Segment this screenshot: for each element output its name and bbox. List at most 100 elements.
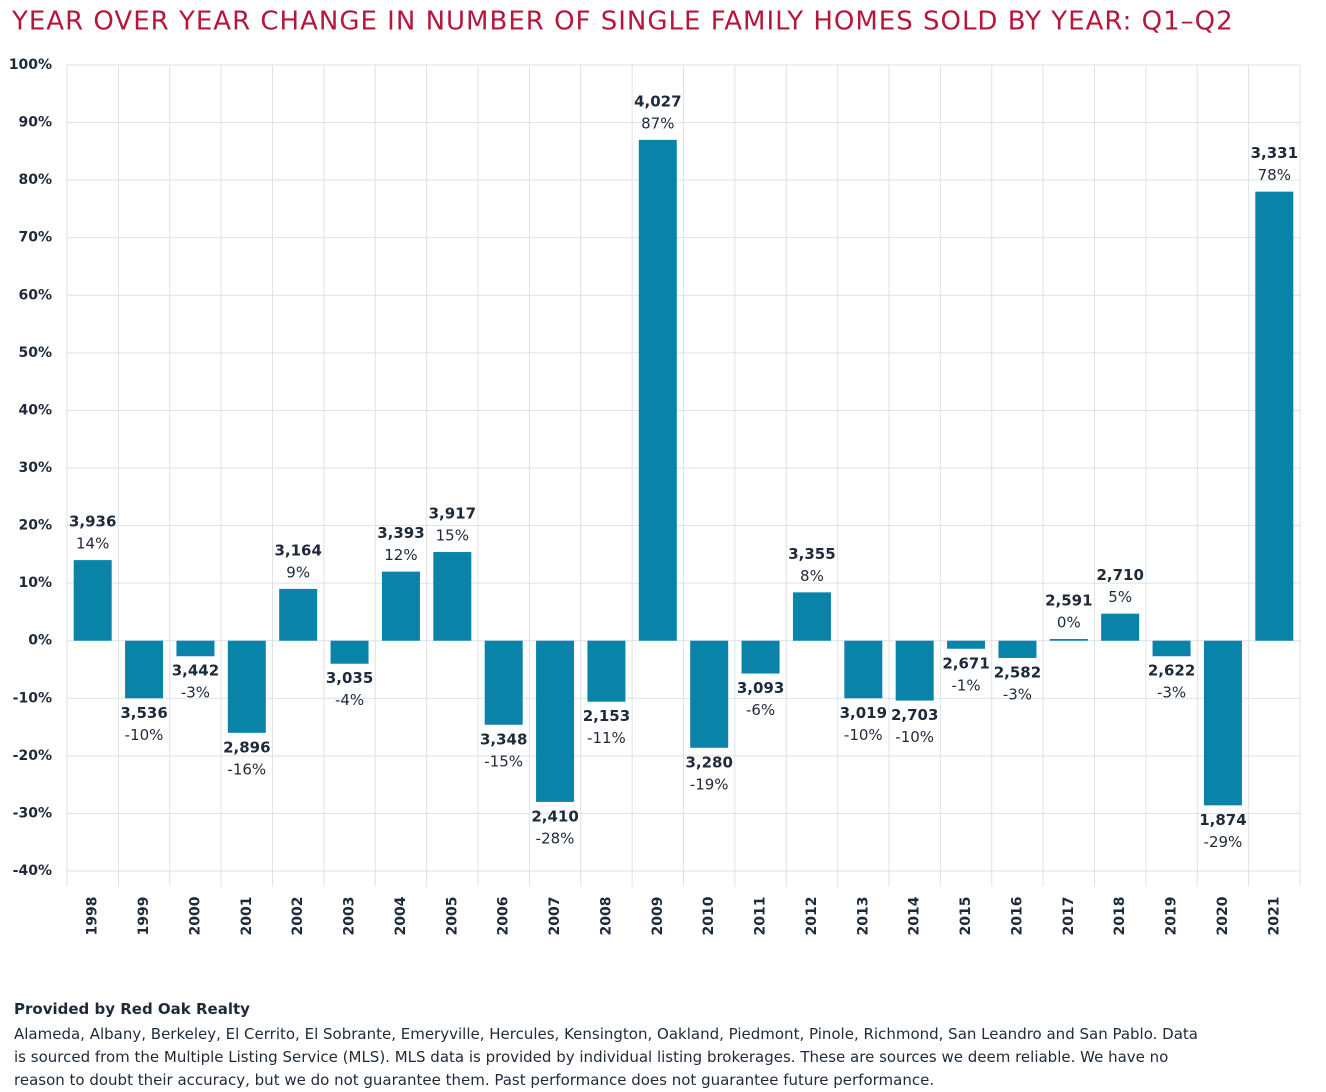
bar [947, 640, 986, 649]
count-label: 2,896 [223, 738, 270, 756]
x-tick-label: 2004 [393, 896, 409, 935]
value-label: -29% [1204, 833, 1243, 851]
count-label: 3,917 [429, 505, 476, 523]
value-label: -4% [335, 691, 364, 709]
count-label: 2,703 [891, 706, 938, 724]
value-label: -19% [690, 775, 729, 793]
count-label: 3,393 [377, 524, 424, 542]
bar [536, 640, 575, 802]
x-tick-label: 2021 [1266, 897, 1282, 936]
value-label: -16% [227, 760, 266, 778]
y-tick-label: 20% [18, 518, 52, 534]
bar [690, 640, 729, 748]
value-label: -1% [951, 676, 980, 694]
x-tick-label: 1998 [85, 897, 101, 936]
y-tick-label: -30% [13, 805, 52, 821]
bar [998, 640, 1037, 658]
y-tick-label: 70% [18, 230, 52, 246]
value-label: -3% [1003, 685, 1032, 703]
count-label: 2,622 [1148, 662, 1195, 680]
value-label: -10% [844, 726, 883, 744]
value-label: 87% [641, 114, 674, 132]
count-label: 2,153 [583, 707, 630, 725]
y-tick-label: 90% [18, 115, 52, 131]
count-label: 2,710 [1096, 566, 1143, 584]
y-tick-label: 30% [18, 460, 52, 476]
x-tick-label: 2017 [1061, 897, 1077, 936]
value-label: 8% [800, 567, 824, 585]
count-label: 3,536 [120, 704, 167, 722]
x-tick-label: 2006 [496, 897, 512, 936]
value-label: 12% [384, 546, 417, 564]
value-label: 9% [286, 563, 310, 581]
bar [1255, 191, 1294, 641]
x-tick-label: 2020 [1215, 896, 1231, 935]
bar [125, 640, 164, 699]
x-tick-label: 2001 [239, 897, 255, 936]
bar [1101, 613, 1140, 641]
bar [638, 139, 677, 641]
count-label: 2,671 [942, 654, 989, 672]
x-tick-label: 2005 [444, 897, 460, 936]
value-label: 15% [436, 527, 469, 545]
y-tick-label: 10% [18, 575, 52, 591]
count-label: 1,874 [1199, 811, 1246, 829]
count-label: 3,164 [274, 541, 321, 559]
count-label: 3,280 [685, 753, 732, 771]
y-tick-label: -40% [13, 863, 52, 879]
value-label: -3% [1157, 684, 1186, 702]
y-tick-label: 100% [9, 57, 52, 73]
value-label: 5% [1108, 588, 1132, 606]
count-label: 3,019 [840, 704, 887, 722]
x-tick-label: 2007 [547, 897, 563, 936]
count-label: 4,027 [634, 92, 681, 110]
y-tick-label: 40% [18, 402, 52, 418]
x-tick-label: 1999 [136, 897, 152, 936]
count-label: 3,348 [480, 730, 527, 748]
y-tick-label: -20% [13, 748, 52, 764]
y-tick-label: 0% [28, 633, 52, 649]
count-label: 3,442 [172, 662, 219, 680]
value-label: -10% [125, 726, 164, 744]
x-tick-label: 2018 [1112, 897, 1128, 936]
value-label: -11% [587, 729, 626, 747]
bar [484, 640, 523, 725]
x-tick-label: 2008 [598, 897, 614, 936]
source: Provided by Red Oak Realty [14, 1000, 250, 1018]
count-label: 3,331 [1251, 144, 1298, 162]
bar [1049, 638, 1088, 641]
y-tick-label: 60% [18, 287, 52, 303]
count-label: 3,355 [788, 545, 835, 563]
count-label: 3,093 [737, 679, 784, 697]
count-label: 2,591 [1045, 591, 1092, 609]
x-tick-label: 2011 [753, 897, 769, 936]
bar [844, 640, 883, 699]
count-label: 2,582 [994, 663, 1041, 681]
x-tick-label: 2009 [650, 897, 666, 936]
value-label: -28% [536, 829, 575, 847]
bar [587, 640, 626, 702]
bar [1152, 640, 1191, 657]
x-tick-label: 2003 [342, 897, 358, 936]
bar [381, 571, 420, 641]
chart: YEAR OVER YEAR CHANGE IN NUMBER OF SINGL… [9, 7, 1301, 936]
y-tick-label: 50% [18, 345, 52, 361]
x-tick-label: 2019 [1164, 897, 1180, 936]
value-label: 0% [1057, 613, 1081, 631]
bar [227, 640, 266, 733]
count-label: 3,035 [326, 669, 373, 687]
bar [279, 588, 318, 641]
bar [176, 640, 215, 657]
disclaimer: Alameda, Albany, Berkeley, El Cerrito, E… [14, 1025, 1198, 1089]
y-tick-label: -10% [13, 690, 52, 706]
x-tick-label: 2013 [855, 897, 871, 936]
x-tick-label: 2016 [1009, 897, 1025, 936]
bar [330, 640, 369, 664]
bar [895, 640, 934, 701]
x-tick-label: 2010 [701, 896, 717, 935]
value-label: -6% [746, 701, 775, 719]
value-label: -10% [895, 728, 934, 746]
x-tick-label: 2015 [958, 897, 974, 936]
value-label: -3% [181, 684, 210, 702]
